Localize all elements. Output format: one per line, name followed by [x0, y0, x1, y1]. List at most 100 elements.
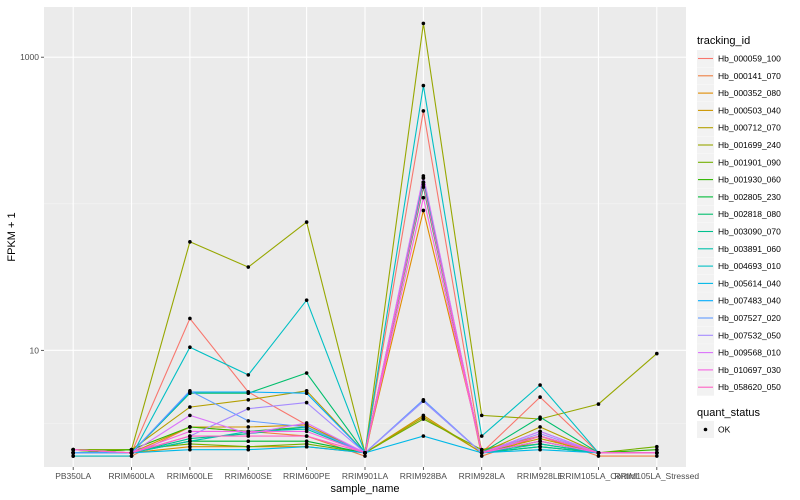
data-point [246, 406, 251, 411]
data-point [655, 447, 659, 452]
data-point [538, 444, 542, 449]
data-point [655, 444, 659, 449]
legend-label: Hb_002818_080 [718, 209, 781, 219]
data-point [538, 429, 542, 434]
data-point [246, 425, 251, 429]
x-tick-label: RRIM600SE [225, 471, 273, 481]
x-tick-label: RRIM105LA_Stressed [615, 471, 700, 481]
legend-label: Hb_009568_010 [718, 348, 781, 358]
data-point [421, 434, 426, 438]
legend-shape-item: OK [697, 421, 731, 438]
y-axis-ticks: 10 1000 [20, 52, 44, 355]
data-point [188, 425, 192, 429]
data-point [304, 298, 309, 302]
data-point [188, 345, 192, 350]
data-point [538, 395, 542, 399]
data-point [421, 182, 426, 187]
legend-item: Hb_000712_070 [697, 119, 781, 137]
data-point [421, 399, 426, 403]
data-point [188, 405, 192, 409]
x-axis-ticks: PB350LA RRIM600LA RRIM600LE RRIM600SE RRIM60… [55, 467, 699, 481]
data-point [479, 454, 484, 458]
data-point [363, 454, 367, 458]
data-point [246, 373, 251, 377]
data-point [188, 439, 192, 443]
data-point [304, 442, 309, 446]
legend-label: Hb_001930_060 [718, 175, 781, 185]
legend-item: Hb_000141_070 [697, 67, 781, 85]
data-point [188, 316, 192, 321]
legend-point-swatch [703, 427, 708, 432]
legend-shape-title: quant_status [697, 407, 760, 419]
data-point [188, 447, 192, 452]
data-point [363, 450, 367, 455]
legend-label: Hb_001699_240 [718, 140, 781, 150]
y-tick-label: 1000 [20, 52, 39, 62]
legend-label: Hb_000059_100 [718, 54, 781, 64]
data-point [596, 454, 601, 458]
legend-label: Hb_000352_080 [718, 88, 781, 98]
data-point [188, 240, 192, 244]
y-tick-label: 10 [30, 345, 40, 355]
legend-item: Hb_002805_230 [697, 188, 781, 206]
y-axis-label: FPKM + 1 [6, 212, 18, 261]
data-point [304, 391, 309, 396]
legend-label: Hb_058620_050 [718, 382, 781, 392]
legend-item: Hb_002818_080 [697, 205, 781, 223]
data-point [421, 208, 426, 213]
data-point [188, 444, 192, 449]
data-point [655, 454, 659, 458]
data-point [421, 195, 426, 200]
data-point [538, 439, 542, 443]
legend: tracking_id Hb_000059_100 Hb_000141_070 Hb… [697, 35, 781, 438]
x-tick-label: RRIM600PE [283, 471, 331, 481]
data-point [246, 390, 251, 394]
legend-label: Hb_003891_060 [718, 244, 781, 254]
x-tick-label: RRIM928BA [400, 471, 448, 481]
x-axis-label: sample_name [330, 483, 399, 495]
data-point [71, 447, 75, 452]
legend-label: Hb_003090_070 [718, 227, 781, 237]
data-point [304, 220, 309, 224]
legend-label: Hb_007532_050 [718, 330, 781, 340]
legend-item: Hb_000352_080 [697, 84, 781, 102]
data-point [304, 439, 309, 443]
legend-label: Hb_004693_010 [718, 261, 781, 271]
data-point [304, 371, 309, 375]
data-point [304, 400, 309, 405]
legend-item: Hb_001901_090 [697, 153, 781, 171]
data-point [188, 429, 192, 434]
x-tick-label: PB350LA [55, 471, 91, 481]
data-point [188, 413, 192, 418]
legend-item: Hb_003090_070 [697, 223, 781, 240]
legend-item: Hb_009568_010 [697, 344, 781, 362]
legend-item: Hb_001930_060 [697, 171, 781, 189]
legend-item: Hb_004693_010 [697, 257, 781, 275]
legend-label: Hb_005614_040 [718, 278, 781, 288]
legend-item: Hb_010697_030 [697, 361, 781, 379]
data-point [655, 351, 659, 356]
legend-label: Hb_010697_030 [718, 365, 781, 375]
legend-item: Hb_007532_050 [697, 326, 781, 344]
data-point [246, 419, 251, 423]
data-point [246, 429, 251, 434]
legend-item: Hb_001699_240 [697, 136, 781, 154]
data-point [304, 444, 309, 449]
legend-item: Hb_003891_060 [697, 240, 781, 258]
legend-item: Hb_005614_040 [697, 274, 781, 292]
legend-label: Hb_007483_040 [718, 296, 781, 306]
data-point [655, 450, 659, 455]
legend-item: Hb_000503_040 [697, 101, 781, 119]
data-point [538, 436, 542, 441]
data-point [304, 434, 309, 438]
data-point [246, 434, 251, 438]
data-point [596, 402, 601, 406]
legend-item: Hb_058620_050 [697, 378, 781, 396]
data-point [538, 415, 542, 419]
data-point [246, 265, 251, 269]
data-points [71, 21, 659, 458]
data-point [538, 442, 542, 446]
data-point [421, 83, 426, 88]
legend-label: Hb_000141_070 [718, 71, 781, 81]
